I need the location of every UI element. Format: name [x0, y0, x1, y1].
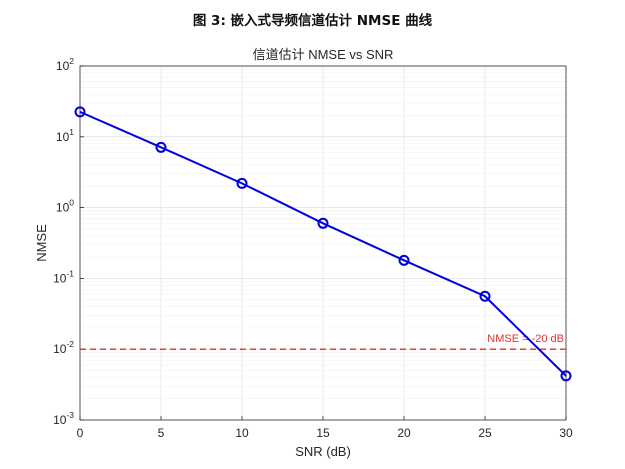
x-axis-label: SNR (dB) — [295, 444, 351, 459]
figure-title: 图 3: 嵌入式导频信道估计 NMSE 曲线 — [192, 13, 433, 29]
data-point-marker — [74, 106, 86, 118]
data-point-marker — [560, 370, 572, 382]
reference-line-label: NMSE = -20 dB — [487, 333, 564, 345]
x-tick-label: 30 — [559, 426, 573, 440]
chart-title: 信道估计 NMSE vs SNR — [253, 47, 394, 62]
y-tick-label: 10-2 — [53, 339, 74, 356]
x-tick-label: 20 — [397, 426, 411, 440]
data-point-marker — [236, 177, 248, 189]
y-axis-label: NMSE — [34, 224, 49, 262]
series-line — [79, 110, 567, 377]
y-tick-label: 10-3 — [53, 410, 74, 427]
x-tick-label: 0 — [77, 426, 84, 440]
data-point-marker — [479, 290, 491, 302]
y-tick-label: 102 — [56, 56, 74, 73]
x-tick-label: 5 — [158, 426, 165, 440]
data-point-marker — [398, 254, 410, 266]
y-tick-label: 10-1 — [53, 268, 74, 285]
data-point-marker — [155, 141, 167, 153]
x-tick-label: 25 — [478, 426, 492, 440]
x-tick-label: 15 — [316, 426, 330, 440]
y-tick-label: 100 — [56, 198, 74, 215]
x-tick-label: 10 — [235, 426, 249, 440]
y-tick-label: 101 — [56, 127, 74, 144]
data-point-marker — [317, 217, 329, 229]
